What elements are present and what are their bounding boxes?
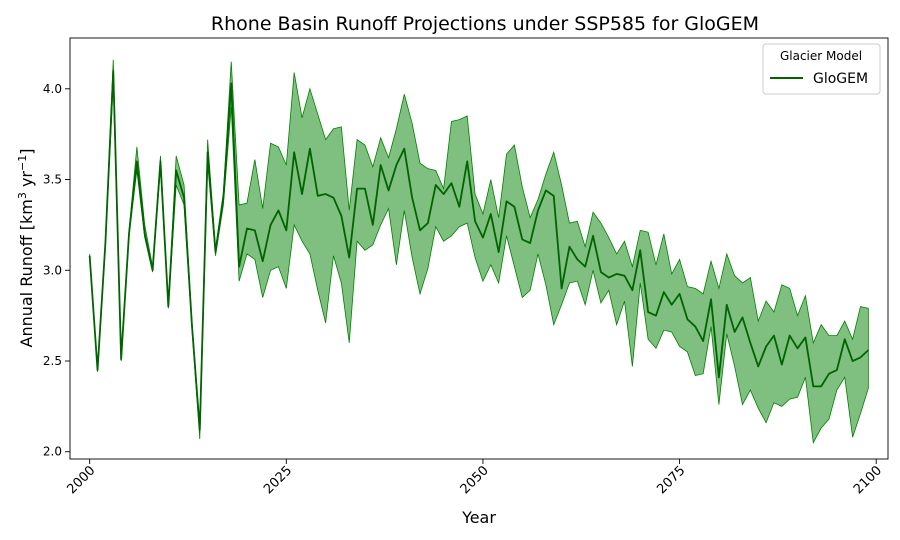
- legend-entry-gloGEM: GloGEM: [813, 71, 868, 87]
- x-axis-ticks: 2000 2025 2050 2075 2100: [64, 459, 885, 497]
- plot-area: [69, 37, 889, 460]
- legend-box: [762, 43, 881, 95]
- x-tick-label: 2050: [458, 463, 492, 497]
- y-axis-label-sup2: −1: [16, 155, 29, 171]
- y-axis-label-sup1: 3: [16, 192, 29, 199]
- y-axis-label-suffix: ]: [17, 149, 36, 155]
- y-tick-label: 3.5: [43, 173, 62, 187]
- plot-frame: [69, 37, 889, 460]
- x-tick-label: 2100: [851, 463, 885, 497]
- y-axis-label-prefix: Annual Runoff [km: [17, 199, 36, 347]
- uncertainty-band: [89, 59, 869, 444]
- y-axis-label: Annual Runoff [km3 yr−1]: [16, 149, 36, 348]
- chart-title: Rhone Basin Runoff Projections under SSP…: [211, 13, 759, 35]
- y-tick-label: 4.0: [43, 82, 62, 96]
- y-axis-label-mid: yr: [17, 171, 36, 193]
- x-tick-label: 2000: [64, 463, 98, 497]
- y-axis-ticks: 2.0 2.5 3.0 3.5 4.0: [43, 82, 70, 459]
- legend: Glacier Model GloGEM: [762, 43, 881, 95]
- y-tick-label: 2.5: [43, 354, 62, 368]
- y-tick-label: 2.0: [43, 445, 62, 459]
- y-tick-label: 3.0: [43, 263, 62, 277]
- x-tick-label: 2075: [654, 463, 688, 497]
- mean-runoff-line: [88, 69, 869, 431]
- legend-title: Glacier Model: [780, 49, 862, 63]
- x-axis-label: Year: [461, 508, 496, 527]
- x-tick-label: 2025: [261, 463, 295, 497]
